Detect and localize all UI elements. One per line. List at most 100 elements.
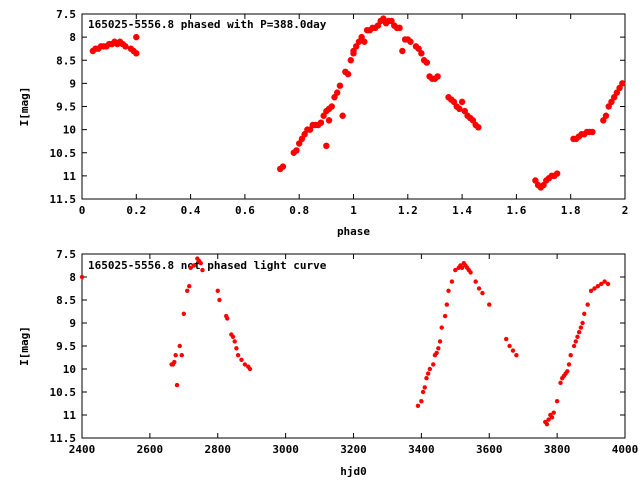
data-point [347,57,354,64]
data-point [446,288,451,293]
data-point [476,286,482,291]
data-point [293,147,300,154]
data-point [573,339,578,344]
data-point [415,403,421,408]
data-point [580,320,585,326]
data-point [514,353,519,358]
data-point [306,126,314,133]
y-axis-label: I[mag] [18,326,31,366]
data-point [434,350,439,356]
data-point [602,279,607,284]
data-point [339,112,346,119]
data-point [575,334,580,339]
y-tick-label: 8 [69,271,76,284]
data-point [444,302,450,307]
y-tick-label: 10 [63,124,76,137]
data-point [558,380,563,385]
data-point [361,38,368,45]
data-point [480,290,485,296]
y-tick-label: 10.5 [50,147,77,160]
data-point [554,399,560,404]
x-tick-label: 1.6 [506,204,526,217]
data-point [388,17,395,25]
data-point [188,265,193,270]
data-point [551,410,556,415]
data-point [133,33,140,41]
x-tick-label: 1.2 [398,204,418,217]
data-point [344,70,352,78]
data-point [217,297,222,303]
data-point [336,82,344,89]
data-point [449,279,455,284]
x-tick-label: 3200 [340,443,367,456]
y-tick-label: 10 [63,363,76,376]
data-point [469,117,477,124]
x-tick-label: 2 [622,204,629,217]
data-point [461,107,469,115]
data-point [247,366,253,372]
data-point [532,177,539,184]
data-point [230,334,236,339]
data-point [427,366,433,372]
x-tick-label: 3800 [544,443,571,456]
data-point [510,348,516,353]
data-point [456,105,463,113]
data-point [174,382,180,388]
data-point [298,135,306,143]
data-point [616,84,623,92]
data-point [453,267,458,273]
data-point [418,50,425,57]
data-point [442,313,448,319]
data-point [475,124,482,131]
data-point [232,339,237,344]
x-tick-label: 3600 [476,443,503,456]
data-point [487,302,492,307]
data-point [439,325,444,330]
data-point [415,45,422,52]
x-axis-label: hjd0 [340,465,367,478]
data-point [540,181,547,189]
data-point [576,330,582,335]
data-point [355,38,363,45]
data-point [325,117,333,124]
data-point [399,47,406,55]
data-point [200,267,205,273]
data-point [589,128,596,136]
y-tick-label: 9 [69,317,76,330]
data-point [79,274,85,280]
data-point [235,353,241,358]
data-point [420,389,426,395]
data-point [334,89,341,96]
plot-frame-0 [81,13,626,200]
data-point [419,399,424,404]
data-point [239,357,244,362]
x-tick-label: 0.8 [289,204,309,217]
y-tick-label: 10.5 [50,386,77,399]
y-tick-label: 9 [69,77,76,90]
data-point [599,281,604,287]
data-point [605,103,612,110]
data-point [320,112,327,119]
data-point [602,112,610,119]
data-point [279,163,287,170]
data-point [578,325,584,330]
data-point [242,362,248,367]
data-point [179,353,184,358]
data-point [585,302,590,307]
data-point [173,353,178,358]
data-point [215,288,220,293]
x-tick-label: 0.2 [126,204,146,217]
data-point [431,362,436,367]
data-point [187,284,192,289]
y-tick-label: 11 [63,170,77,183]
data-point [172,359,177,365]
data-point [450,98,458,106]
y-tick-label: 11 [63,409,77,422]
data-point [549,415,555,420]
x-tick-label: 0 [79,204,86,217]
data-point [358,33,365,41]
data-point [317,119,325,126]
y-tick-label: 8 [69,31,76,44]
